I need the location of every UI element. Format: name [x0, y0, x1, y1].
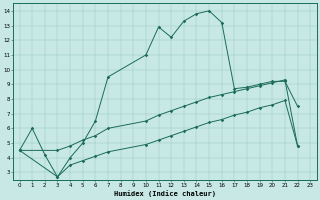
X-axis label: Humidex (Indice chaleur): Humidex (Indice chaleur) — [114, 190, 216, 197]
